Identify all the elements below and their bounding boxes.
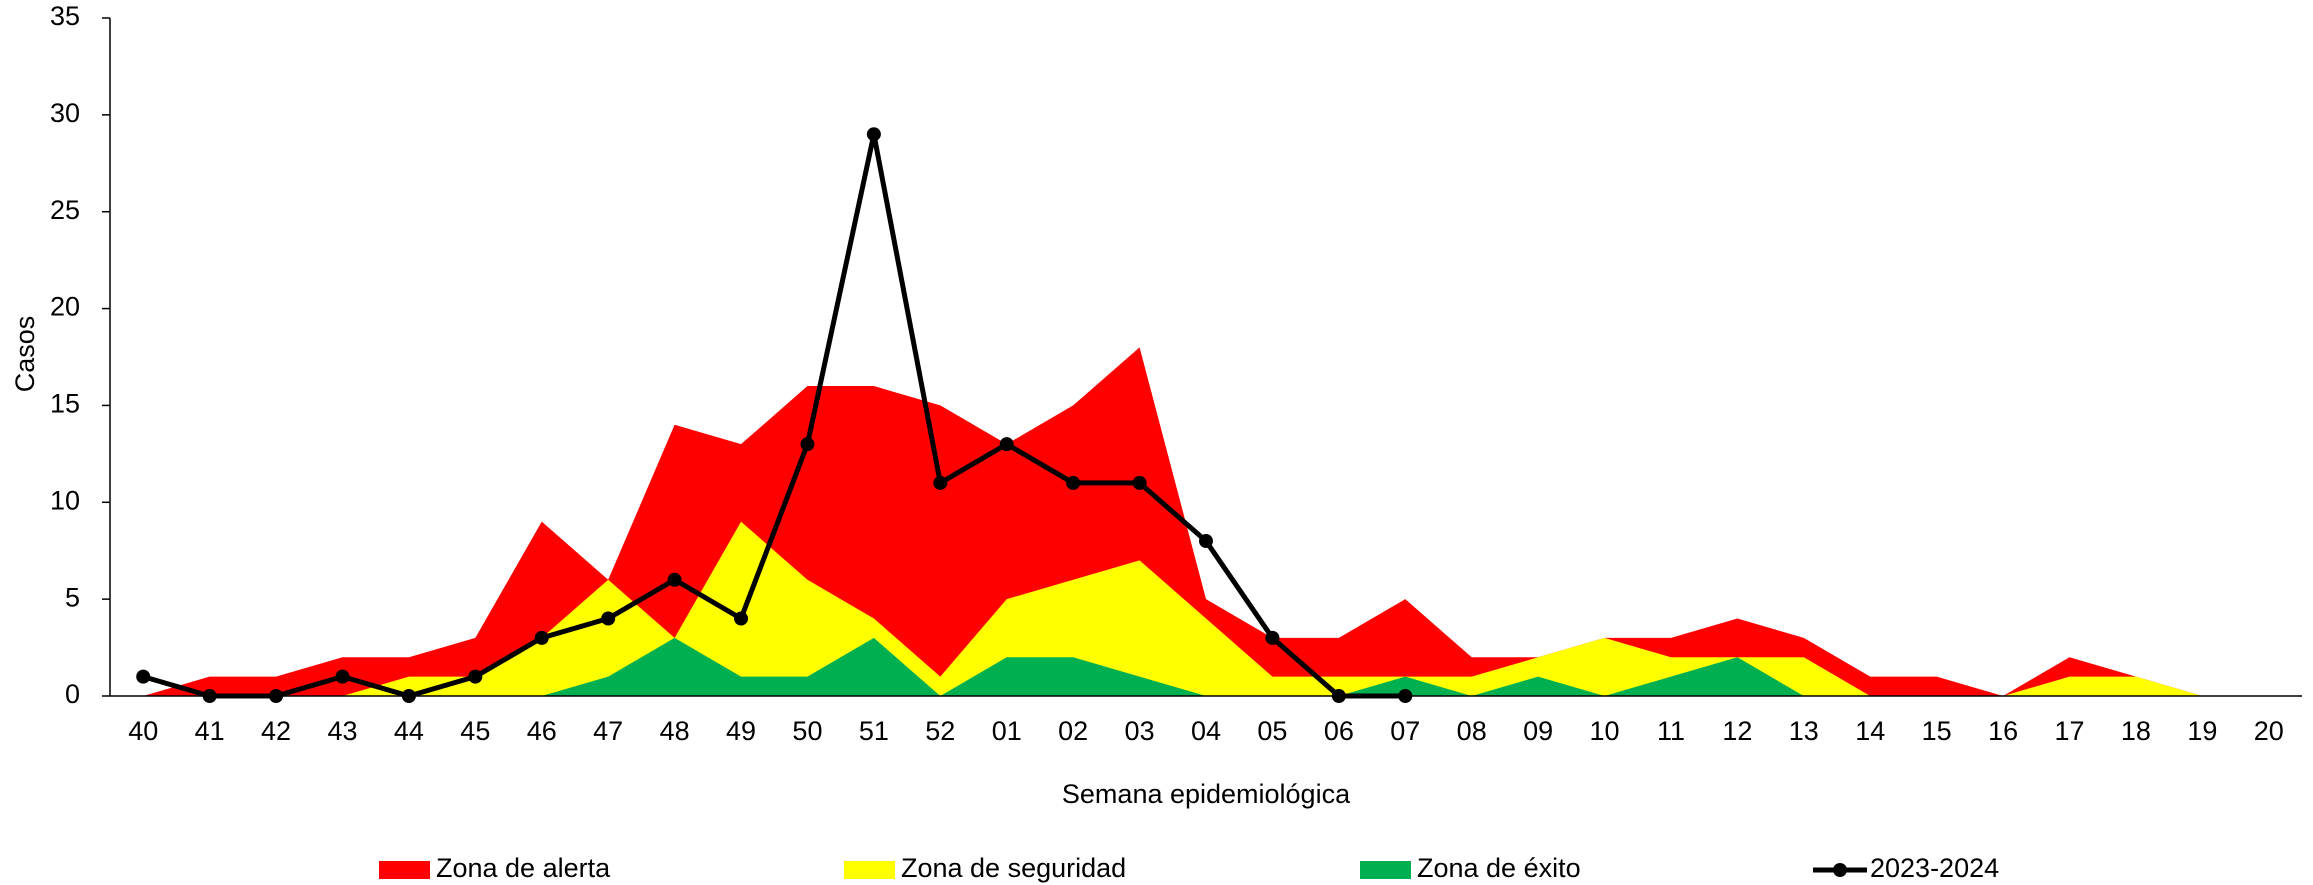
x-tick-label: 14: [1855, 716, 1885, 746]
point: [1066, 475, 1081, 490]
x-tick-label: 48: [660, 716, 690, 746]
x-tick-label: 04: [1191, 716, 1221, 746]
x-tick-label: 20: [2254, 716, 2284, 746]
x-tick-label: 15: [1922, 716, 1952, 746]
x-tick-label: 02: [1058, 716, 1088, 746]
y-axis-title: Casos: [10, 316, 40, 393]
y-tick-label: 15: [50, 389, 80, 419]
point: [1265, 630, 1280, 645]
x-tick-label: 18: [2121, 716, 2151, 746]
legend-label: 2023-2024: [1870, 853, 1999, 883]
x-tick-label: 05: [1257, 716, 1287, 746]
point: [999, 437, 1014, 452]
point: [401, 689, 416, 703]
legend-label: Zona de alerta: [436, 853, 611, 883]
x-tick-label: 06: [1324, 716, 1354, 746]
point: [269, 689, 284, 703]
point: [1199, 534, 1213, 549]
x-tick-label: 09: [1523, 716, 1553, 746]
point: [933, 475, 948, 490]
y-tick-label: 5: [65, 582, 80, 612]
y-tick-label: 10: [50, 485, 80, 515]
x-tick-label: 45: [460, 716, 490, 746]
x-tick-label: 42: [261, 716, 291, 746]
x-tick-label: 50: [792, 716, 822, 746]
x-axis-title: Semana epidemiológica: [1062, 779, 1351, 809]
point: [468, 669, 483, 684]
x-tick-label: 40: [128, 716, 158, 746]
x-tick-label: 43: [327, 716, 357, 746]
point: [601, 611, 616, 626]
legend-label: Zona de seguridad: [901, 853, 1126, 883]
x-tick-label: 44: [394, 716, 424, 746]
x-tick-label: 10: [1590, 716, 1620, 746]
x-tick-label: 12: [1722, 716, 1752, 746]
y-tick-label: 35: [50, 1, 80, 31]
y-tick-label: 30: [50, 98, 80, 128]
x-tick-label: 08: [1457, 716, 1487, 746]
y-tick-label: 20: [50, 292, 80, 322]
legend-swatch: [844, 861, 895, 879]
point: [800, 437, 815, 452]
point: [1331, 689, 1346, 703]
point: [136, 669, 151, 684]
x-tick-label: 51: [859, 716, 889, 746]
area: [143, 637, 2269, 696]
point: [667, 572, 682, 587]
y-tick-label: 0: [65, 679, 80, 709]
line: [142, 131, 1406, 699]
legend-swatch: [1360, 861, 1411, 879]
x-tick-label: 17: [2054, 716, 2084, 746]
x-tick-label: 01: [992, 716, 1022, 746]
point: [1398, 689, 1413, 703]
point: [335, 669, 350, 684]
x-tick-label: 13: [1789, 716, 1819, 746]
x-tick-label: 49: [726, 716, 756, 746]
legend-swatch: [1833, 863, 1847, 877]
x-tick-label: 41: [195, 716, 225, 746]
x-tick-label: 46: [527, 716, 557, 746]
point: [534, 630, 549, 645]
x-tick-label: 52: [925, 716, 955, 746]
point: [1132, 475, 1147, 490]
x-tick-label: 19: [2187, 716, 2217, 746]
x-tick-label: 11: [1657, 716, 1685, 746]
point: [734, 611, 749, 626]
x-tick-label: 47: [593, 716, 623, 746]
legend-swatch: [379, 861, 430, 879]
x-tick-label: 03: [1125, 716, 1155, 746]
point: [202, 689, 217, 703]
x-tick-label: 16: [1988, 716, 2018, 746]
legend-label: Zona de éxito: [1417, 853, 1581, 883]
area: [143, 347, 2269, 696]
y-tick-label: 25: [50, 195, 80, 225]
point: [866, 127, 881, 142]
x-tick-label: 07: [1390, 716, 1420, 746]
